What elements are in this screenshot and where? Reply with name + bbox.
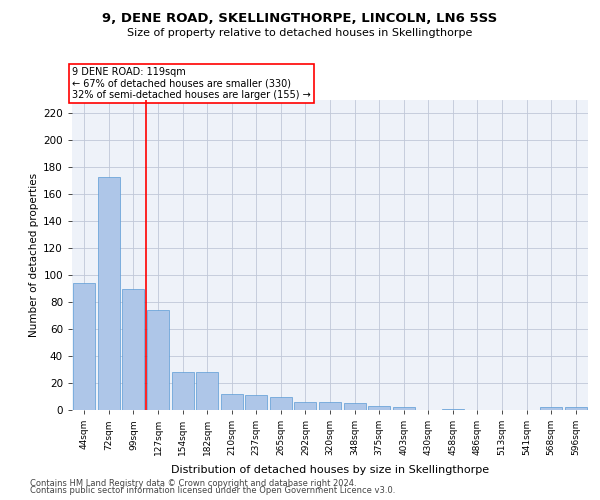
Bar bbox=[172, 372, 194, 410]
Bar bbox=[98, 177, 120, 410]
Bar bbox=[540, 408, 562, 410]
Text: 9 DENE ROAD: 119sqm
← 67% of detached houses are smaller (330)
32% of semi-detac: 9 DENE ROAD: 119sqm ← 67% of detached ho… bbox=[72, 67, 311, 100]
Bar bbox=[245, 395, 268, 410]
Text: 9, DENE ROAD, SKELLINGTHORPE, LINCOLN, LN6 5SS: 9, DENE ROAD, SKELLINGTHORPE, LINCOLN, L… bbox=[103, 12, 497, 26]
Bar bbox=[368, 406, 390, 410]
Bar bbox=[73, 284, 95, 410]
Bar bbox=[295, 402, 316, 410]
Bar bbox=[442, 408, 464, 410]
Text: Contains public sector information licensed under the Open Government Licence v3: Contains public sector information licen… bbox=[30, 486, 395, 495]
Text: Contains HM Land Registry data © Crown copyright and database right 2024.: Contains HM Land Registry data © Crown c… bbox=[30, 478, 356, 488]
Bar bbox=[392, 408, 415, 410]
Bar bbox=[344, 404, 365, 410]
Bar bbox=[565, 408, 587, 410]
Y-axis label: Number of detached properties: Number of detached properties bbox=[29, 173, 39, 337]
Bar bbox=[147, 310, 169, 410]
Text: Size of property relative to detached houses in Skellingthorpe: Size of property relative to detached ho… bbox=[127, 28, 473, 38]
Bar bbox=[196, 372, 218, 410]
Bar bbox=[122, 288, 145, 410]
Text: Distribution of detached houses by size in Skellingthorpe: Distribution of detached houses by size … bbox=[171, 465, 489, 475]
Bar bbox=[319, 402, 341, 410]
Bar bbox=[270, 396, 292, 410]
Bar bbox=[221, 394, 243, 410]
